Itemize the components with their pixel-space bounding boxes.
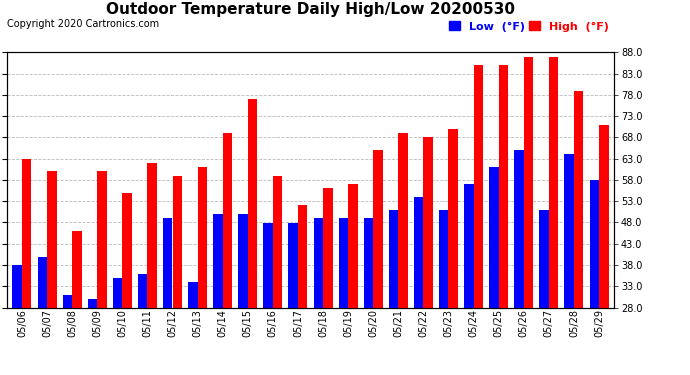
Bar bbox=[213, 214, 223, 308]
Bar bbox=[238, 214, 248, 308]
Bar bbox=[88, 299, 97, 307]
Bar bbox=[22, 159, 32, 308]
Bar bbox=[264, 222, 273, 308]
Bar bbox=[313, 218, 323, 308]
Bar bbox=[574, 91, 584, 308]
Title: Outdoor Temperature Daily High/Low 20200530: Outdoor Temperature Daily High/Low 20200… bbox=[106, 2, 515, 16]
Bar bbox=[424, 138, 433, 308]
Bar bbox=[473, 65, 483, 308]
Bar bbox=[138, 273, 148, 308]
Bar bbox=[197, 167, 207, 308]
Text: Copyright 2020 Cartronics.com: Copyright 2020 Cartronics.com bbox=[7, 20, 159, 29]
Bar bbox=[122, 193, 132, 308]
Bar bbox=[148, 163, 157, 308]
Bar bbox=[348, 184, 357, 308]
Bar bbox=[448, 129, 458, 308]
Bar bbox=[63, 295, 72, 307]
Bar bbox=[112, 278, 122, 308]
Bar bbox=[439, 210, 449, 308]
Bar bbox=[37, 256, 47, 307]
Bar bbox=[540, 210, 549, 308]
Bar bbox=[489, 167, 499, 308]
Bar bbox=[72, 231, 81, 308]
Bar bbox=[223, 133, 233, 308]
Bar bbox=[549, 57, 558, 308]
Bar bbox=[323, 189, 333, 308]
Bar bbox=[172, 176, 182, 308]
Bar bbox=[273, 176, 282, 308]
Bar bbox=[388, 210, 398, 308]
Bar bbox=[589, 180, 599, 308]
Bar bbox=[298, 206, 308, 308]
Bar bbox=[599, 125, 609, 308]
Bar bbox=[97, 171, 107, 308]
Bar bbox=[499, 65, 509, 308]
Bar bbox=[188, 282, 197, 308]
Bar bbox=[248, 99, 257, 308]
Bar bbox=[364, 218, 373, 308]
Bar bbox=[288, 222, 298, 308]
Bar bbox=[464, 184, 473, 308]
Bar bbox=[339, 218, 348, 308]
Bar bbox=[564, 154, 574, 308]
Bar bbox=[398, 133, 408, 308]
Bar bbox=[373, 150, 383, 308]
Bar bbox=[514, 150, 524, 308]
Legend: Low  (°F), High  (°F): Low (°F), High (°F) bbox=[449, 21, 609, 32]
Bar bbox=[414, 197, 424, 308]
Bar bbox=[47, 171, 57, 308]
Bar bbox=[163, 218, 172, 308]
Bar bbox=[524, 57, 533, 308]
Bar bbox=[12, 265, 22, 308]
